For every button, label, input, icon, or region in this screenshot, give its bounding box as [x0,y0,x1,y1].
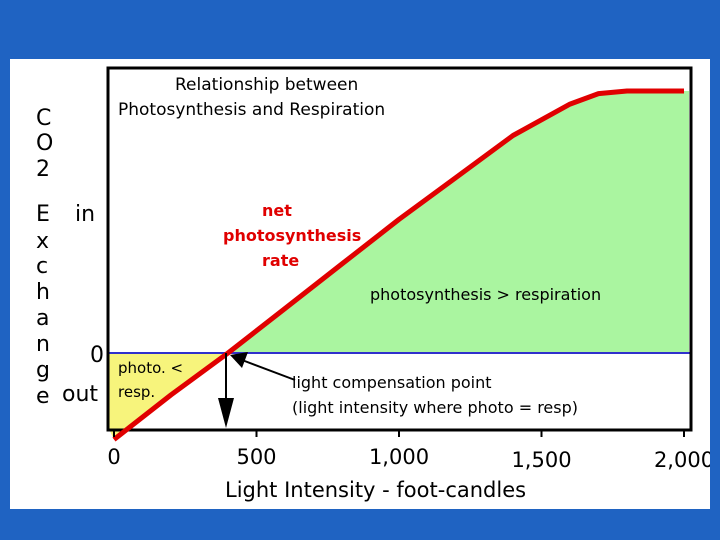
green-region [228,91,689,353]
compensation-drop-arrowhead [218,398,234,428]
y-axis-label-char: c [36,254,48,279]
x-tick-label: 500 [236,445,276,469]
y-axis-label-char: a [36,306,49,331]
net-photosynthesis-line [112,88,684,442]
y-axis-label-char: h [36,280,50,305]
x-tick-label: 1,000 [369,445,429,469]
x-axis-label: Light Intensity - foot-candles [225,478,526,502]
y-axis-label-char: e [36,384,50,409]
x-tick-label: 0 [107,445,120,469]
y-axis-label-char: x [36,229,49,254]
green-region-label: photosynthesis > respiration [370,285,601,304]
y-axis-label-char: g [36,358,50,383]
compensation-label-line-1: light compensation point [292,373,492,392]
x-axis-ticks: 0 500 1,000 1,500 2,000 [107,430,710,472]
x-tick-label: 1,500 [511,448,571,472]
y-axis-label-char: n [36,332,50,357]
chart: Relationship between Photosynthesis and … [36,66,710,502]
y-marker-in: in [75,202,95,227]
compensation-pointer-line [241,359,296,381]
curve-label-line-3: rate [262,251,299,270]
yellow-region-label-line-2: resp. [118,383,155,401]
y-axis-label-char: C [36,106,51,131]
curve-label-line-2: photosynthesis [223,226,361,245]
yellow-region-label-line-1: photo. < [118,359,183,377]
chart-title-line-1: Relationship between [175,75,358,95]
slide-panel: Relationship between Photosynthesis and … [10,59,710,509]
y-axis-label-char: O [36,131,53,156]
x-tick-label: 2,000 [654,448,710,472]
chart-title-line-2: Photosynthesis and Respiration [118,100,385,120]
compensation-pointer-arrowhead [230,352,248,368]
plot-area [106,66,693,442]
curve-label-line-1: net [262,201,292,220]
y-marker-zero: 0 [90,343,104,368]
y-axis-label-char: E [36,202,50,227]
y-axis-label-char: 2 [36,157,50,182]
y-marker-out: out [62,382,98,407]
compensation-label-line-2: (light intensity where photo = resp) [292,398,578,417]
